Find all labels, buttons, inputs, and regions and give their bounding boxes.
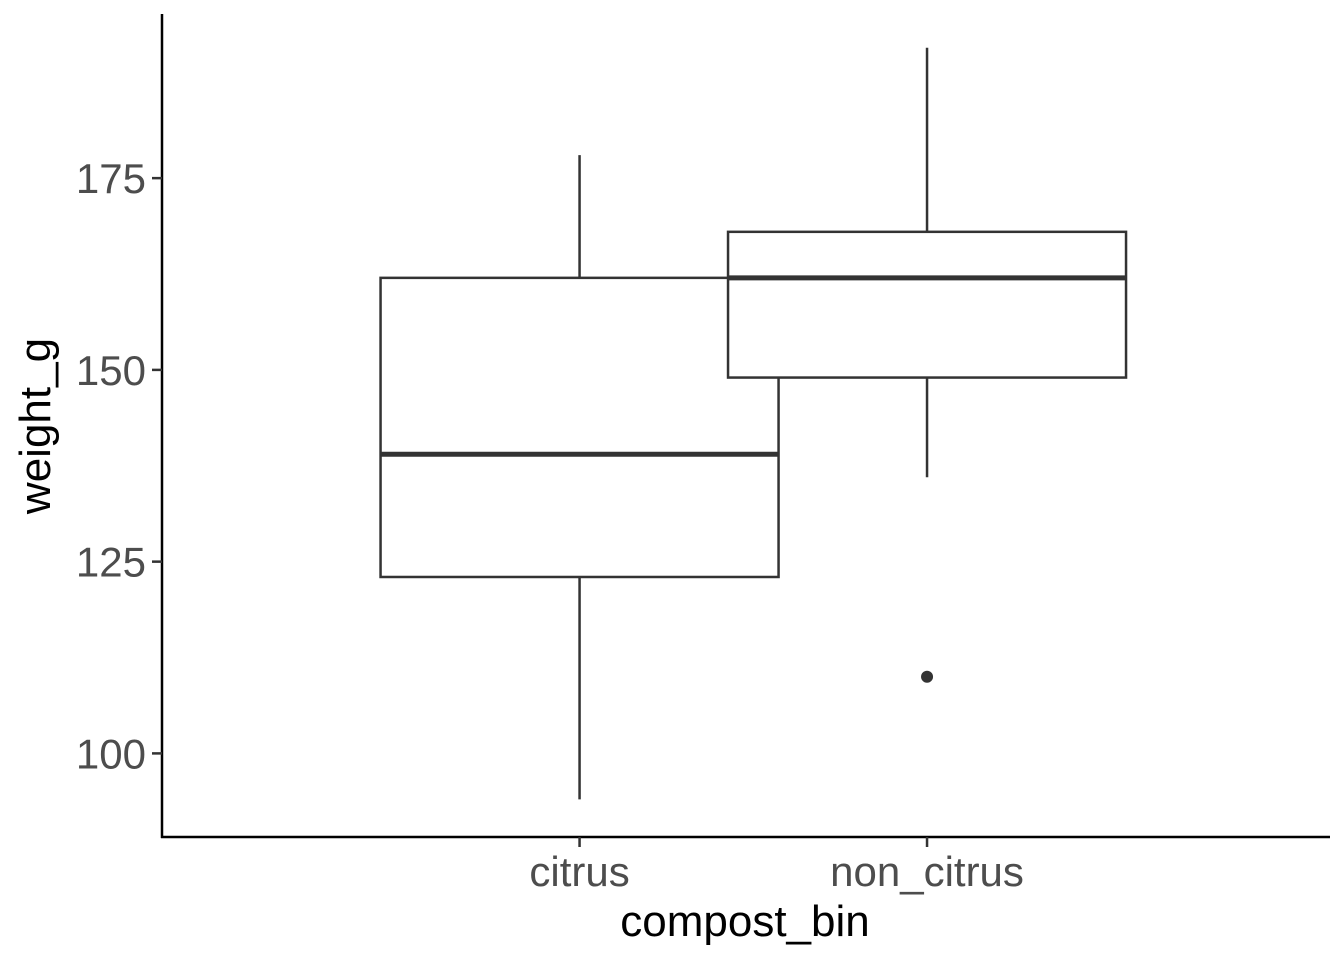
iqr-box bbox=[379, 276, 780, 579]
x-tick-label-citrus: citrus bbox=[529, 848, 629, 895]
iqr-box bbox=[726, 230, 1128, 379]
axes bbox=[160, 14, 1330, 839]
x-axis-title: compost_bin bbox=[620, 897, 869, 946]
y-tick-label-125: 125 bbox=[76, 539, 146, 586]
box-non_citrus bbox=[726, 47, 1128, 683]
y-tick-label-175: 175 bbox=[76, 155, 146, 202]
box-citrus bbox=[379, 155, 780, 800]
y-axis-title: weight_g bbox=[11, 338, 60, 515]
x-tick-label-non_citrus: non_citrus bbox=[830, 848, 1024, 895]
outlier-point bbox=[921, 670, 934, 683]
plot-marks bbox=[379, 47, 1128, 800]
y-tick-label-100: 100 bbox=[76, 730, 146, 777]
y-tick-label-150: 150 bbox=[76, 347, 146, 394]
axis-ticks: citrus non_citrus 100 125 150 175 bbox=[76, 155, 1024, 895]
